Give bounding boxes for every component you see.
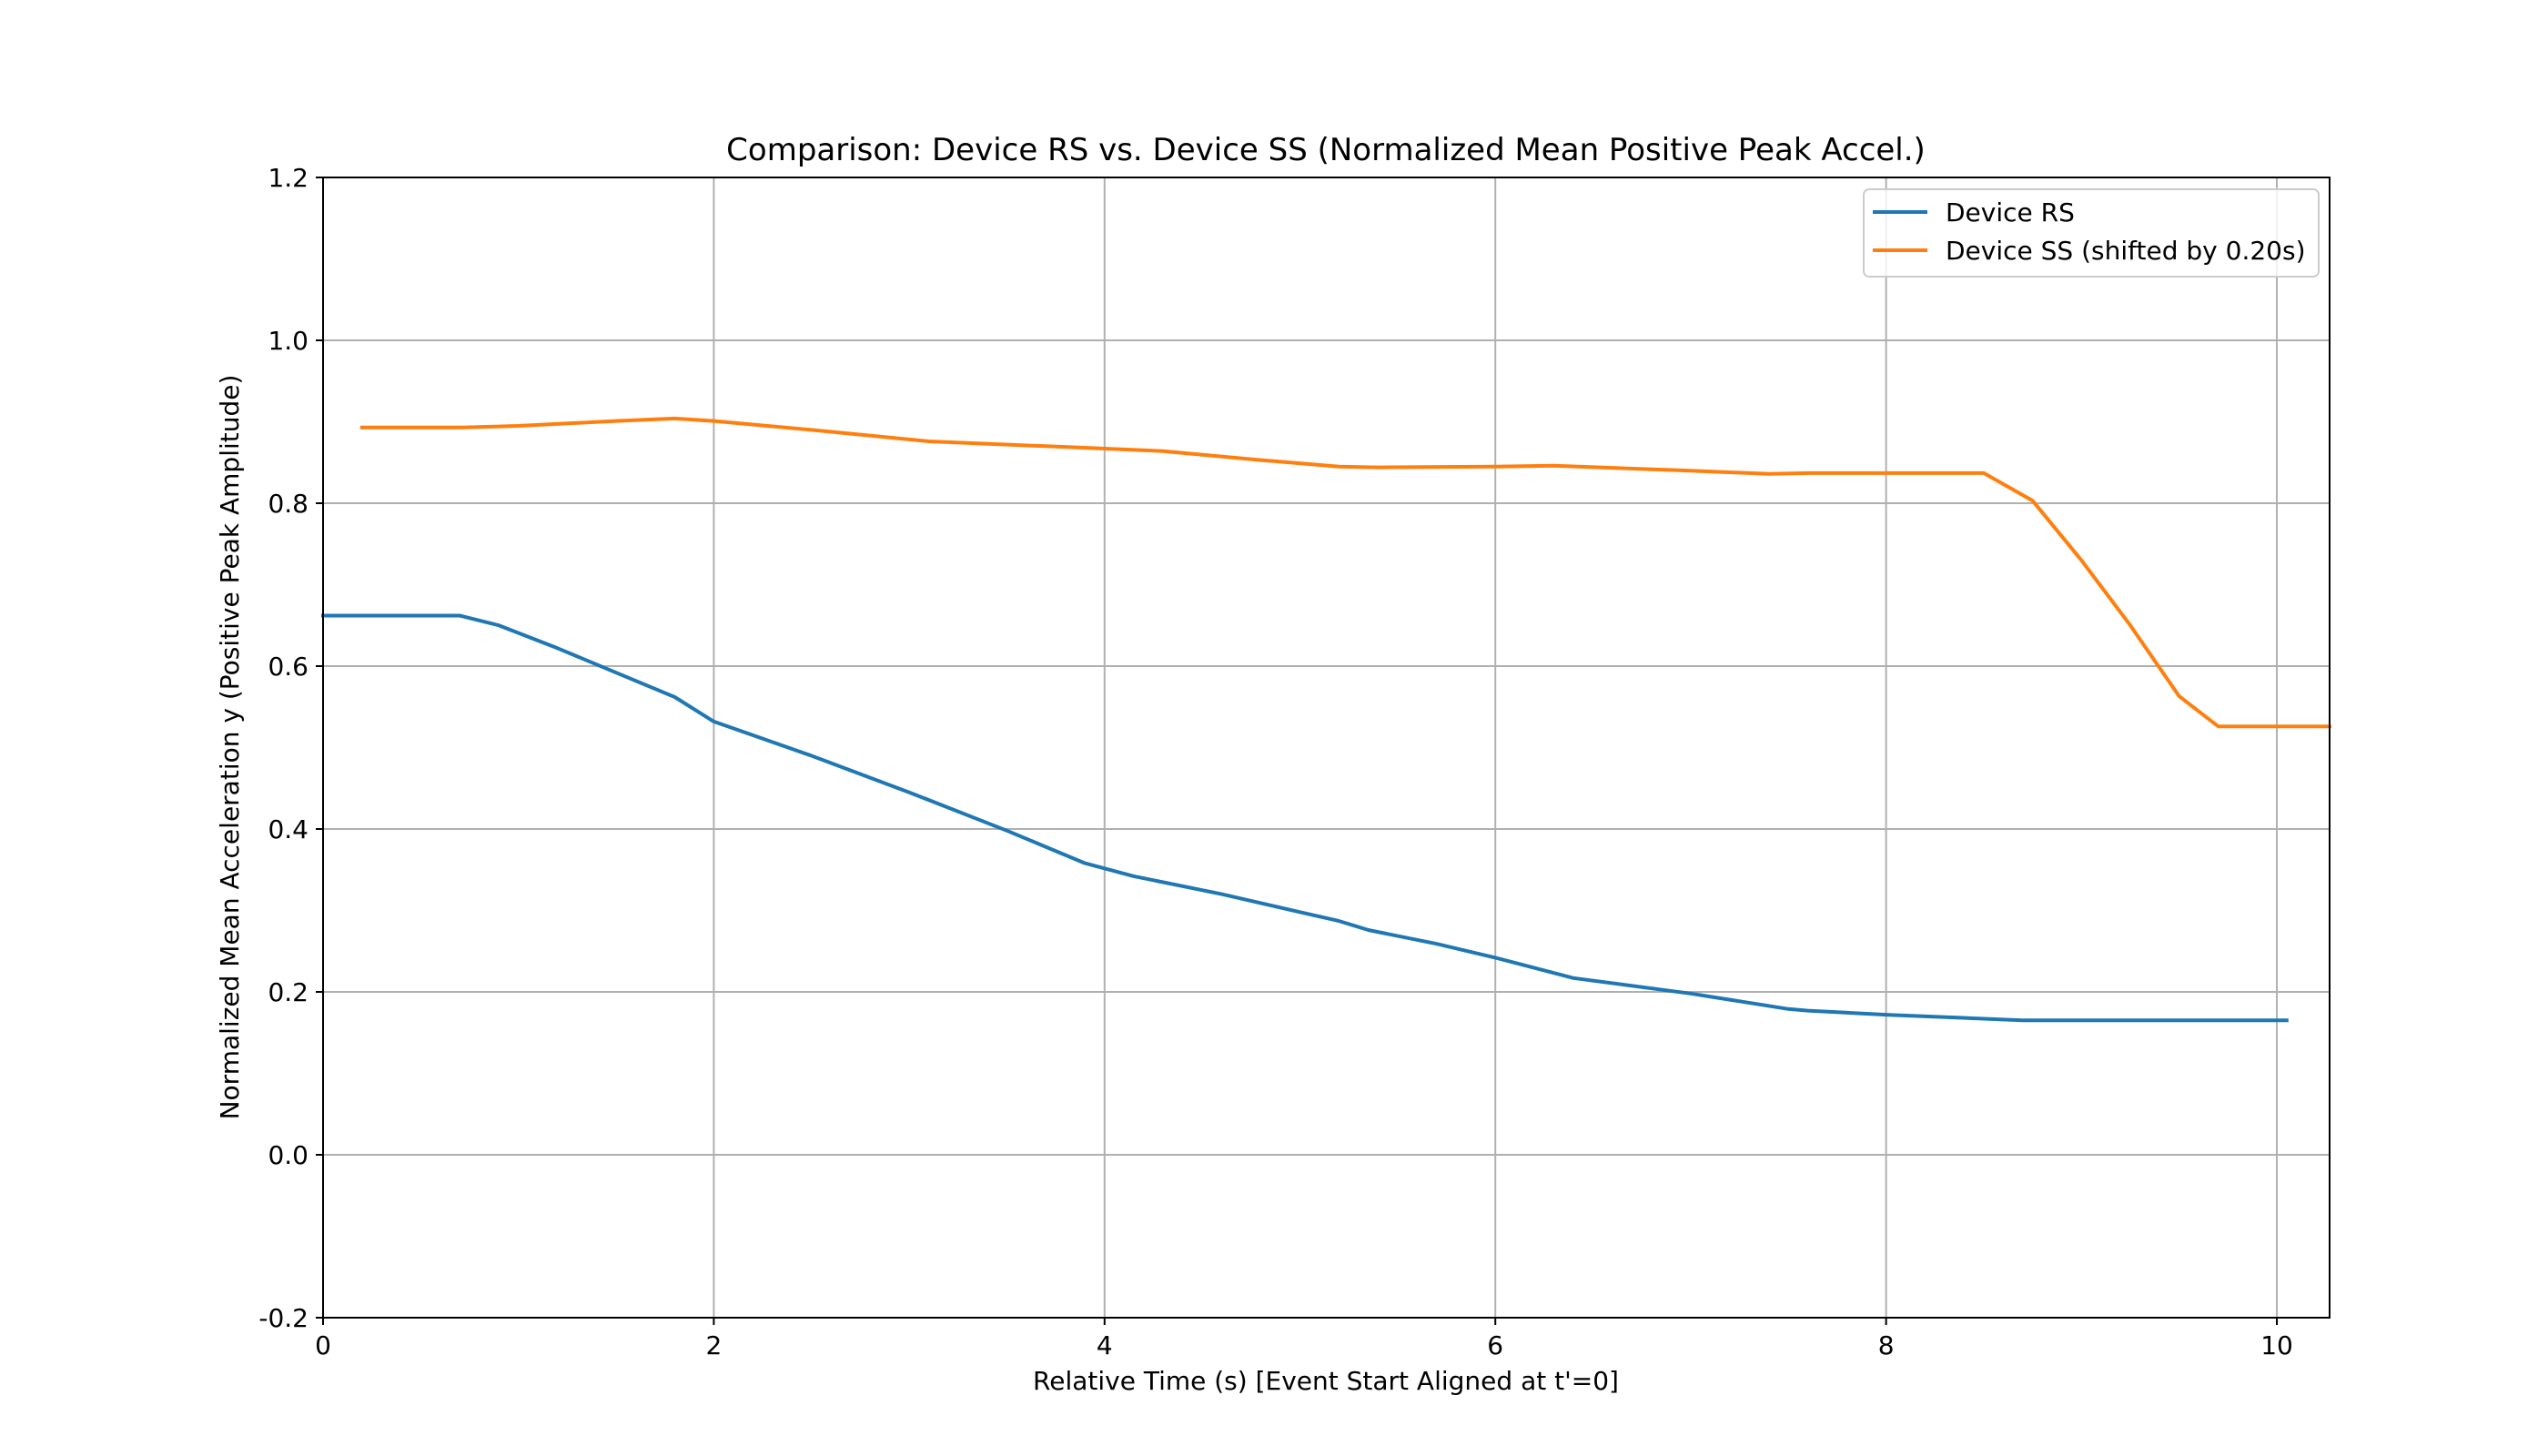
y-tick-label: -0.2	[258, 1303, 308, 1333]
y-tick-label: 0.0	[268, 1140, 308, 1170]
y-tick-label: 0.2	[268, 977, 308, 1007]
plot-frame	[322, 177, 2331, 1319]
y-tick-label: 1.0	[268, 326, 308, 356]
y-tick-label: 0.6	[268, 652, 308, 682]
legend-label-device-ss: Device SS (shifted by 0.20s)	[1946, 236, 2306, 266]
x-tick-label: 4	[1097, 1330, 1113, 1360]
x-tick-label: 0	[315, 1330, 331, 1360]
plot-area-background	[323, 177, 2330, 1318]
x-axis-label: Relative Time (s) [Event Start Aligned a…	[1033, 1366, 1619, 1396]
legend-label-device-rs: Device RS	[1946, 197, 2075, 228]
y-tick-label: 0.4	[268, 814, 308, 844]
y-tick-label: 0.8	[268, 489, 308, 519]
x-ticks: 0 2 4 6 8 10	[315, 1318, 2293, 1360]
series-group	[321, 416, 2331, 1023]
series-line-device-ss	[359, 416, 2331, 729]
chart-title: Comparison: Device RS vs. Device SS (Nor…	[726, 132, 1926, 168]
y-axis-label: Normalized Mean Acceleration y (Positive…	[215, 375, 245, 1120]
legend: Device RS Device SS (shifted by 0.20s)	[1863, 188, 2320, 278]
series-line-device-rs	[321, 613, 2289, 1023]
y-tick-label: 1.2	[268, 163, 308, 193]
y-ticks: -0.2 0.0 0.2 0.4 0.6 0.8 1.0 1.2	[258, 163, 323, 1333]
x-tick-label: 8	[1878, 1330, 1895, 1360]
x-tick-label: 2	[705, 1330, 722, 1360]
x-tick-label: 6	[1487, 1330, 1503, 1360]
x-tick-label: 10	[2260, 1330, 2293, 1360]
legend-box	[1863, 188, 2320, 278]
